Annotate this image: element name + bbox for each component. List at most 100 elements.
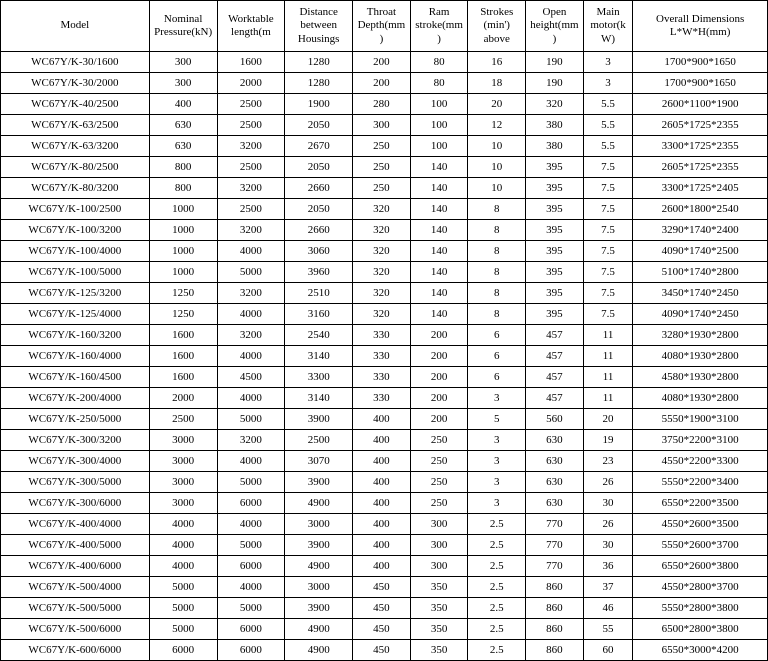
cell-dims: 3300*1725*2405 <box>633 178 768 199</box>
table-row: WC67Y/K-125/400012504000316032014083957.… <box>1 304 768 325</box>
cell-motor: 7.5 <box>583 220 633 241</box>
table-row: WC67Y/K-250/5000250050003900400200556020… <box>1 409 768 430</box>
cell-strokes: 8 <box>468 241 526 262</box>
cell-distance: 4900 <box>285 493 353 514</box>
cell-motor: 7.5 <box>583 304 633 325</box>
cell-strokes: 2.5 <box>468 619 526 640</box>
cell-motor: 7.5 <box>583 262 633 283</box>
cell-pressure: 3000 <box>149 430 217 451</box>
cell-worktable: 5000 <box>217 472 285 493</box>
cell-strokes: 5 <box>468 409 526 430</box>
cell-motor: 20 <box>583 409 633 430</box>
table-row: WC67Y/K-100/250010002500205032014083957.… <box>1 199 768 220</box>
cell-motor: 3 <box>583 52 633 73</box>
header-row: ModelNominal Pressure(kN)Worktable lengt… <box>1 1 768 52</box>
cell-dims: 5550*2600*3700 <box>633 535 768 556</box>
table-row: WC67Y/K-300/5000300050003900400250363026… <box>1 472 768 493</box>
cell-strokes: 2.5 <box>468 598 526 619</box>
cell-dims: 3290*1740*2400 <box>633 220 768 241</box>
table-row: WC67Y/K-160/4000160040003140330200645711… <box>1 346 768 367</box>
cell-distance: 2050 <box>285 157 353 178</box>
cell-throat: 330 <box>353 325 411 346</box>
table-row: WC67Y/K-400/60004000600049004003002.5770… <box>1 556 768 577</box>
cell-open: 770 <box>526 535 584 556</box>
cell-model: WC67Y/K-500/4000 <box>1 577 150 598</box>
cell-open: 457 <box>526 388 584 409</box>
cell-throat: 250 <box>353 136 411 157</box>
cell-ram: 140 <box>410 283 468 304</box>
cell-open: 395 <box>526 220 584 241</box>
cell-worktable: 3200 <box>217 430 285 451</box>
cell-motor: 7.5 <box>583 241 633 262</box>
cell-worktable: 3200 <box>217 283 285 304</box>
cell-open: 860 <box>526 598 584 619</box>
cell-ram: 300 <box>410 514 468 535</box>
cell-open: 457 <box>526 325 584 346</box>
cell-motor: 7.5 <box>583 283 633 304</box>
cell-model: WC67Y/K-160/4000 <box>1 346 150 367</box>
cell-throat: 400 <box>353 451 411 472</box>
cell-motor: 36 <box>583 556 633 577</box>
cell-strokes: 3 <box>468 430 526 451</box>
header-open: Open height(mm) <box>526 1 584 52</box>
cell-dims: 4580*1930*2800 <box>633 367 768 388</box>
cell-pressure: 4000 <box>149 514 217 535</box>
cell-worktable: 2500 <box>217 199 285 220</box>
table-row: WC67Y/K-500/60005000600049004503502.5860… <box>1 619 768 640</box>
cell-pressure: 1600 <box>149 367 217 388</box>
cell-worktable: 4500 <box>217 367 285 388</box>
cell-worktable: 4000 <box>217 514 285 535</box>
cell-model: WC67Y/K-30/2000 <box>1 73 150 94</box>
cell-strokes: 3 <box>468 493 526 514</box>
cell-motor: 26 <box>583 472 633 493</box>
cell-dims: 2605*1725*2355 <box>633 115 768 136</box>
cell-model: WC67Y/K-100/3200 <box>1 220 150 241</box>
cell-model: WC67Y/K-100/5000 <box>1 262 150 283</box>
cell-dims: 4550*2200*3300 <box>633 451 768 472</box>
cell-pressure: 1000 <box>149 199 217 220</box>
cell-distance: 2670 <box>285 136 353 157</box>
cell-dims: 4080*1930*2800 <box>633 388 768 409</box>
cell-throat: 200 <box>353 73 411 94</box>
cell-throat: 400 <box>353 493 411 514</box>
cell-ram: 140 <box>410 304 468 325</box>
cell-open: 395 <box>526 304 584 325</box>
cell-model: WC67Y/K-63/3200 <box>1 136 150 157</box>
cell-open: 395 <box>526 199 584 220</box>
cell-motor: 3 <box>583 73 633 94</box>
cell-model: WC67Y/K-300/4000 <box>1 451 150 472</box>
cell-motor: 55 <box>583 619 633 640</box>
table-row: WC67Y/K-100/500010005000396032014083957.… <box>1 262 768 283</box>
table-header: ModelNominal Pressure(kN)Worktable lengt… <box>1 1 768 52</box>
cell-motor: 7.5 <box>583 178 633 199</box>
cell-open: 860 <box>526 640 584 661</box>
cell-worktable: 6000 <box>217 493 285 514</box>
cell-dims: 3750*2200*3100 <box>633 430 768 451</box>
cell-distance: 3000 <box>285 514 353 535</box>
cell-distance: 4900 <box>285 619 353 640</box>
table-row: WC67Y/K-300/3200300032002500400250363019… <box>1 430 768 451</box>
cell-strokes: 8 <box>468 283 526 304</box>
cell-strokes: 12 <box>468 115 526 136</box>
cell-ram: 140 <box>410 199 468 220</box>
cell-pressure: 1000 <box>149 241 217 262</box>
cell-distance: 2540 <box>285 325 353 346</box>
cell-model: WC67Y/K-63/2500 <box>1 115 150 136</box>
cell-pressure: 5000 <box>149 577 217 598</box>
cell-throat: 450 <box>353 619 411 640</box>
table-row: WC67Y/K-63/320063032002670250100103805.5… <box>1 136 768 157</box>
cell-motor: 5.5 <box>583 136 633 157</box>
cell-strokes: 6 <box>468 325 526 346</box>
cell-worktable: 3200 <box>217 136 285 157</box>
cell-dims: 4080*1930*2800 <box>633 346 768 367</box>
cell-ram: 350 <box>410 598 468 619</box>
cell-distance: 2660 <box>285 220 353 241</box>
cell-pressure: 4000 <box>149 535 217 556</box>
cell-strokes: 10 <box>468 178 526 199</box>
header-model: Model <box>1 1 150 52</box>
table-row: WC67Y/K-80/320080032002660250140103957.5… <box>1 178 768 199</box>
cell-distance: 3060 <box>285 241 353 262</box>
cell-open: 630 <box>526 430 584 451</box>
cell-open: 860 <box>526 619 584 640</box>
table-row: WC67Y/K-600/60006000600049004503502.5860… <box>1 640 768 661</box>
